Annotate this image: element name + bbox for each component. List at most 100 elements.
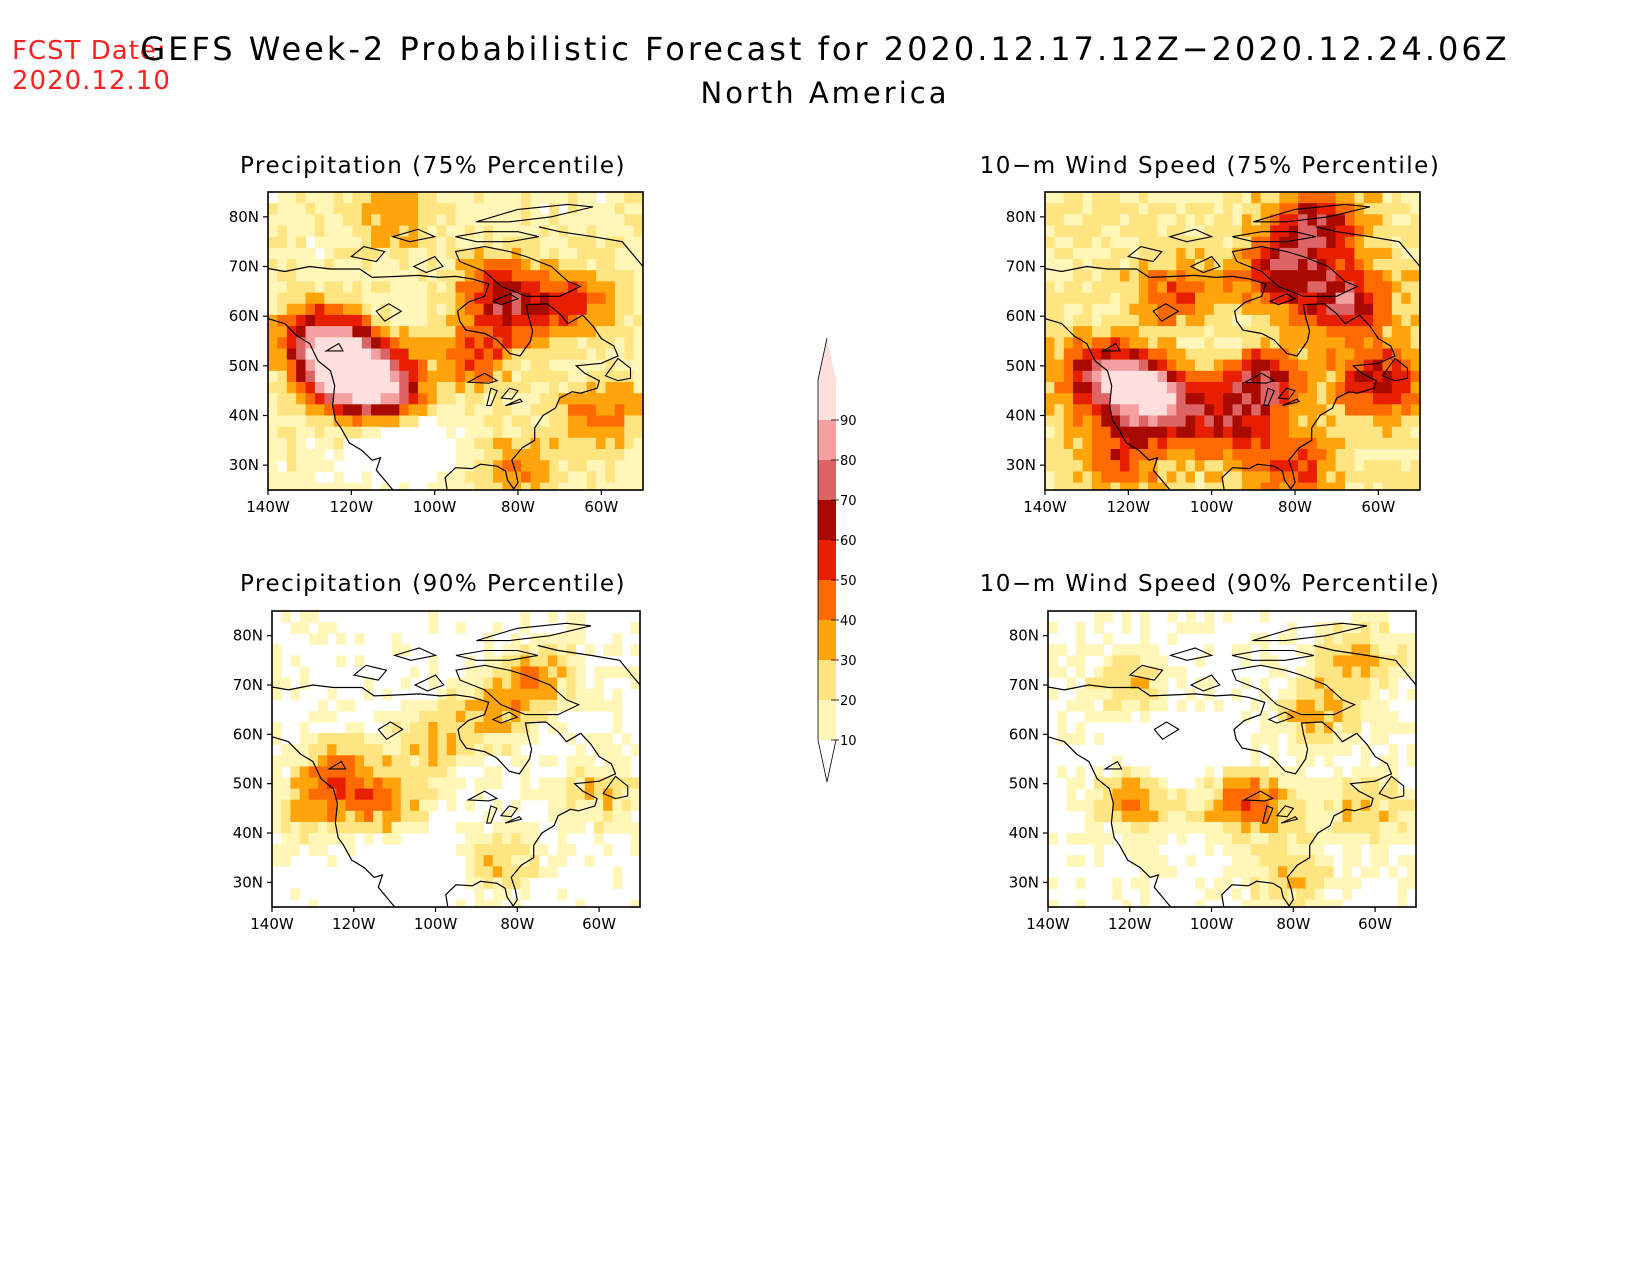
probability-cell xyxy=(382,821,393,834)
probability-cell xyxy=(612,799,623,812)
probability-cell xyxy=(1166,471,1177,484)
probability-cell xyxy=(437,788,448,801)
probability-cell xyxy=(566,810,577,823)
probability-cell xyxy=(1158,866,1169,878)
probability-cell xyxy=(1222,877,1233,890)
probability-cell xyxy=(1287,688,1297,701)
probability-cell xyxy=(1406,799,1416,812)
probability-cell xyxy=(502,348,513,361)
probability-cell xyxy=(1335,247,1346,260)
probability-cell xyxy=(566,655,577,668)
probability-cell xyxy=(1298,247,1309,260)
probability-cell xyxy=(343,303,353,316)
probability-cell xyxy=(352,292,363,305)
probability-cell xyxy=(1316,236,1327,249)
probability-cell xyxy=(1373,404,1384,417)
probability-cell xyxy=(1345,404,1355,417)
probability-cell xyxy=(1314,833,1325,845)
probability-cell xyxy=(1314,821,1325,834)
probability-cell xyxy=(1213,471,1224,484)
probability-cell xyxy=(1063,404,1074,417)
probability-cell xyxy=(1391,404,1402,417)
probability-cell xyxy=(1091,203,1102,215)
probability-cell xyxy=(1121,699,1132,712)
probability-cell xyxy=(1073,303,1084,316)
probability-cell xyxy=(436,337,447,350)
probability-cell xyxy=(371,370,382,383)
probability-cell xyxy=(1259,766,1270,779)
probability-cell xyxy=(324,437,335,450)
probability-cell xyxy=(336,833,347,845)
probability-cell xyxy=(371,426,382,439)
probability-cell xyxy=(1410,382,1420,394)
probability-cell xyxy=(474,203,485,215)
probability-cell xyxy=(474,722,485,734)
probability-cell xyxy=(290,755,301,767)
probability-cell xyxy=(1335,214,1346,227)
probability-cell xyxy=(277,214,288,227)
probability-cell xyxy=(474,281,485,294)
probability-cell xyxy=(1363,192,1374,204)
probability-cell xyxy=(474,844,485,856)
probability-cell xyxy=(427,203,438,215)
probability-cell xyxy=(596,326,607,338)
probability-cell xyxy=(410,710,420,723)
probability-cell xyxy=(296,382,307,394)
probability-cell xyxy=(327,766,337,779)
probability-cell xyxy=(371,292,382,305)
probability-cell xyxy=(1138,192,1149,204)
probability-cell xyxy=(314,426,325,439)
probability-cell xyxy=(511,393,522,405)
probability-cell xyxy=(456,622,466,634)
probability-cell xyxy=(1129,281,1140,294)
probability-cell xyxy=(1410,471,1420,484)
probability-cell xyxy=(1270,281,1280,294)
probability-cell xyxy=(1333,644,1343,656)
probability-cell xyxy=(568,192,578,204)
probability-cell xyxy=(1326,192,1337,204)
probability-cell xyxy=(286,426,297,439)
probability-cell xyxy=(1075,699,1086,712)
probability-cell xyxy=(299,755,310,767)
probability-cell xyxy=(511,348,522,361)
probability-cell xyxy=(1314,710,1325,723)
probability-cell xyxy=(296,471,307,484)
probability-cell xyxy=(1082,236,1093,249)
probability-cell xyxy=(1232,821,1242,834)
probability-cell xyxy=(1314,655,1325,668)
probability-cell xyxy=(614,471,625,484)
probability-cell xyxy=(1148,314,1159,327)
coastline xyxy=(538,226,643,267)
probability-cell xyxy=(511,899,521,907)
probability-cell xyxy=(1129,404,1140,417)
coastline xyxy=(413,674,445,692)
probability-cell xyxy=(1091,370,1102,383)
probability-cell xyxy=(502,192,513,204)
probability-cell xyxy=(427,348,438,361)
probability-cell xyxy=(1314,688,1325,701)
probability-cell xyxy=(633,225,643,238)
probability-cell xyxy=(399,281,410,294)
coastline xyxy=(1168,228,1214,243)
probability-cell xyxy=(1379,766,1389,779)
probability-cell xyxy=(352,236,363,249)
probability-cell xyxy=(621,788,632,801)
probability-cell xyxy=(1121,710,1132,723)
probability-cell xyxy=(318,710,328,723)
probability-cell xyxy=(1195,404,1205,417)
probability-cell xyxy=(305,426,316,439)
probability-cell xyxy=(305,471,316,484)
probability-cell xyxy=(1296,688,1307,701)
probability-cell xyxy=(1130,644,1141,656)
probability-cell xyxy=(1138,214,1149,227)
probability-cell xyxy=(502,482,513,490)
probability-cell xyxy=(1279,203,1290,215)
colorbar-level-label: 70 xyxy=(840,494,857,509)
probability-cell xyxy=(343,337,353,350)
probability-cell xyxy=(1296,855,1307,867)
probability-cell xyxy=(408,281,419,294)
probability-cell xyxy=(290,688,301,701)
probability-cell xyxy=(605,247,616,260)
probability-cell xyxy=(1333,777,1343,790)
probability-cell xyxy=(1213,393,1224,405)
